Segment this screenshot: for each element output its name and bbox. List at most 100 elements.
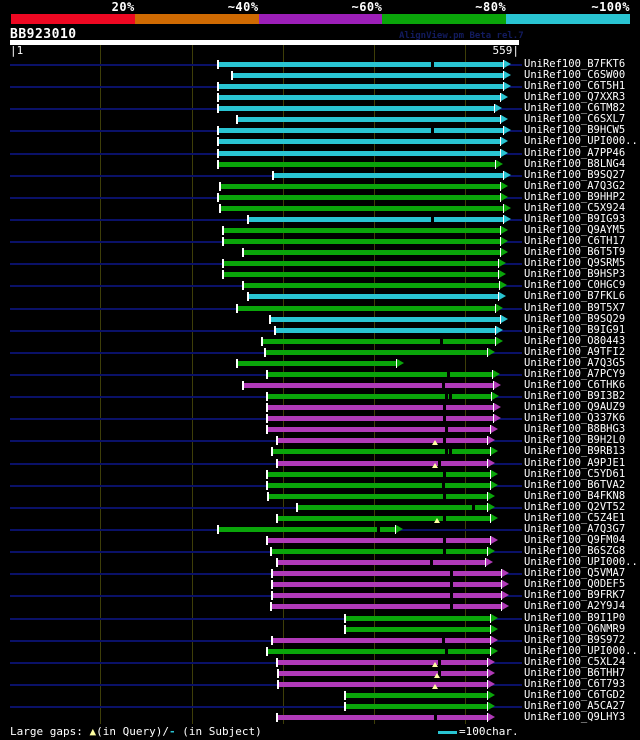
alignment-bar[interactable]	[272, 172, 504, 178]
hit-label[interactable]: UniRef100_Q9AYM5	[524, 224, 626, 237]
hit-label[interactable]: UniRef100_C5Z4E1	[524, 511, 626, 524]
alignment-bar[interactable]	[271, 449, 492, 455]
hit-label[interactable]: UniRef100_UPI000..	[524, 644, 638, 657]
alignment-bar[interactable]	[271, 582, 502, 588]
hit-label[interactable]: UniRef100_B9S972	[524, 633, 626, 646]
hit-label[interactable]: UniRef100_B9T5X7	[524, 301, 626, 314]
hit-label[interactable]: UniRef100_B8BHG3	[524, 423, 626, 436]
hit-label[interactable]: UniRef100_B9SQ29	[524, 312, 626, 325]
alignment-bar[interactable]	[222, 228, 502, 234]
alignment-bar[interactable]	[237, 305, 497, 311]
alignment-bar[interactable]	[344, 692, 489, 698]
alignment-bar[interactable]	[217, 106, 495, 112]
hit-label[interactable]: UniRef100_C0HGC9	[524, 279, 626, 292]
alignment-bar[interactable]	[217, 139, 502, 145]
hit-label[interactable]: UniRef100_Q337K6	[524, 412, 626, 425]
hit-label[interactable]: UniRef100_C6T793	[524, 677, 626, 690]
hit-label[interactable]: UniRef100_C6TH17	[524, 235, 626, 248]
hit-label[interactable]: UniRef100_B9I1P0	[524, 611, 626, 624]
alignment-bar[interactable]	[270, 604, 502, 610]
hit-label[interactable]: UniRef100_C5X924	[524, 201, 626, 214]
alignment-bar[interactable]	[271, 593, 502, 599]
hit-label[interactable]: UniRef100_C5YD61	[524, 467, 626, 480]
hit-label[interactable]: UniRef100_B9RB13	[524, 445, 626, 458]
alignment-bar[interactable]	[231, 73, 504, 79]
hit-label[interactable]: UniRef100_B9IG93	[524, 212, 626, 225]
hit-label[interactable]: UniRef100_B8LNG4	[524, 157, 626, 170]
alignment-bar[interactable]	[274, 327, 497, 333]
alignment-bar[interactable]	[242, 283, 501, 289]
hit-label[interactable]: UniRef100_A7Q3G7	[524, 522, 626, 535]
alignment-bar[interactable]	[297, 504, 489, 510]
alignment-bar[interactable]	[278, 681, 489, 687]
alignment-bar[interactable]	[277, 460, 489, 466]
hit-label[interactable]: UniRef100_A7PP46	[524, 146, 626, 159]
hit-label[interactable]: UniRef100_Q5VMA7	[524, 567, 626, 580]
hit-label[interactable]: UniRef100_O80443	[524, 334, 626, 347]
hit-label[interactable]: UniRef100_C6T5H1	[524, 80, 626, 93]
alignment-bar[interactable]	[269, 316, 502, 322]
hit-label[interactable]: UniRef100_B6THH7	[524, 666, 626, 679]
hit-label[interactable]: UniRef100_A9PJE1	[524, 456, 626, 469]
hit-label[interactable]: UniRef100_A7Q3G5	[524, 356, 626, 369]
hit-label[interactable]: UniRef100_C6SW00	[524, 69, 626, 82]
hit-label[interactable]: UniRef100_B9FRK7	[524, 589, 626, 602]
hit-label[interactable]: UniRef100_A5CA27	[524, 700, 626, 713]
hit-label[interactable]: UniRef100_A7PCY9	[524, 367, 626, 380]
alignment-bar[interactable]	[219, 205, 504, 211]
hit-label[interactable]: UniRef100_B7FKT6	[524, 58, 626, 70]
hit-label[interactable]: UniRef100_Q2VT52	[524, 500, 626, 513]
alignment-bar[interactable]	[217, 150, 502, 156]
alignment-bar[interactable]	[267, 538, 492, 543]
alignment-bar[interactable]	[277, 715, 489, 721]
hit-label[interactable]: UniRef100_Q9AUZ9	[524, 401, 626, 414]
alignment-bar[interactable]	[222, 239, 502, 245]
alignment-bar[interactable]	[217, 62, 504, 67]
hit-label[interactable]: UniRef100_B9HHP2	[524, 190, 626, 203]
alignment-bar[interactable]	[344, 704, 489, 710]
alignment-bar[interactable]	[217, 84, 504, 90]
hit-label[interactable]: UniRef100_B9H2L0	[524, 434, 626, 447]
hit-label[interactable]: UniRef100_C6SXL7	[524, 113, 626, 126]
hit-label[interactable]: UniRef100_Q6NMR9	[524, 622, 626, 635]
alignment-bar[interactable]	[267, 371, 493, 377]
alignment-bar[interactable]	[277, 560, 487, 566]
alignment-bar[interactable]	[217, 161, 497, 167]
alignment-bar[interactable]	[217, 128, 504, 134]
alignment-bar[interactable]	[267, 405, 494, 411]
hit-label[interactable]: UniRef100_C6TM82	[524, 102, 626, 115]
alignment-bar[interactable]	[271, 637, 492, 643]
alignment-bar[interactable]	[344, 626, 491, 632]
hit-label[interactable]: UniRef100_C6TGD2	[524, 688, 626, 701]
alignment-bar[interactable]	[267, 427, 492, 433]
alignment-bar[interactable]	[271, 571, 502, 577]
alignment-bar[interactable]	[237, 117, 502, 123]
alignment-bar[interactable]	[277, 515, 491, 521]
hit-label[interactable]: UniRef100_A9TFI2	[524, 345, 626, 358]
hit-label[interactable]: UniRef100_B6TVA2	[524, 478, 626, 491]
alignment-bar[interactable]	[261, 338, 497, 344]
hit-label[interactable]: UniRef100_B6T5T9	[524, 246, 626, 259]
alignment-bar[interactable]	[217, 526, 397, 532]
alignment-bar[interactable]	[278, 670, 489, 676]
hit-label[interactable]: UniRef100_A2Y9J4	[524, 600, 626, 613]
hit-label[interactable]: UniRef100_B9I3B2	[524, 390, 626, 403]
alignment-bar[interactable]	[264, 349, 489, 355]
hit-label[interactable]: UniRef100_Q9LHY3	[524, 711, 626, 724]
hit-label[interactable]: UniRef100_A7Q3G2	[524, 179, 626, 192]
hit-label[interactable]: UniRef100_Q9SRM5	[524, 257, 626, 270]
alignment-bar[interactable]	[344, 615, 491, 621]
alignment-bar[interactable]	[267, 648, 492, 654]
alignment-bar[interactable]	[267, 471, 492, 477]
hit-label[interactable]: UniRef100_B9SQ27	[524, 168, 626, 181]
hit-label[interactable]: UniRef100_B7FKL6	[524, 290, 626, 303]
hit-label[interactable]: UniRef100_UPI000..	[524, 556, 638, 569]
hit-label[interactable]: UniRef100_B9HSP3	[524, 268, 626, 281]
alignment-bar[interactable]	[248, 216, 504, 222]
hit-label[interactable]: UniRef100_UPI000..	[524, 135, 638, 148]
hit-label[interactable]: UniRef100_B6SZG8	[524, 545, 626, 558]
alignment-bar[interactable]	[270, 549, 489, 555]
hit-label[interactable]: UniRef100_Q0DEF5	[524, 578, 626, 591]
alignment-bar[interactable]	[242, 250, 502, 256]
alignment-bar[interactable]	[222, 261, 500, 267]
